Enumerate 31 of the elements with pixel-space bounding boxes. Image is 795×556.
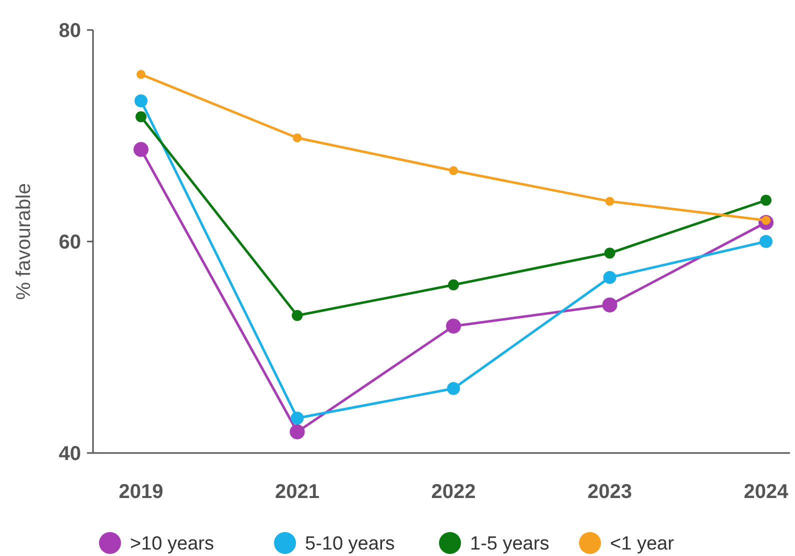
x-tick-label: 2019 [118, 481, 164, 503]
point [603, 270, 616, 284]
x-tick-label: 2023 [588, 481, 632, 503]
point [446, 318, 461, 334]
point [447, 382, 460, 395]
y-tick-label: 60 [58, 232, 81, 254]
point [602, 297, 618, 312]
legend-label: 1-5 years [470, 534, 550, 555]
point [448, 279, 459, 290]
point [449, 166, 458, 176]
legend-label: 5-10 years [305, 534, 395, 555]
point [136, 70, 146, 79]
point [290, 424, 305, 440]
point [292, 133, 302, 142]
x-tick-label: 2024 [744, 481, 790, 503]
point [760, 235, 772, 248]
point [604, 248, 616, 259]
x-tick-label: 2021 [275, 481, 320, 503]
y-tick-label: 40 [58, 443, 81, 465]
point [134, 94, 148, 108]
legend-label: <1 year [610, 534, 675, 555]
point [290, 412, 304, 425]
point [136, 111, 146, 122]
y-tick-label: 80 [58, 20, 81, 42]
point [292, 310, 303, 322]
point [134, 142, 148, 157]
point [605, 196, 614, 206]
point [760, 194, 772, 206]
legend-label: >10 years [130, 534, 214, 555]
y-axis-title: % favourable [13, 183, 35, 300]
x-tick-label: 2022 [431, 481, 476, 503]
